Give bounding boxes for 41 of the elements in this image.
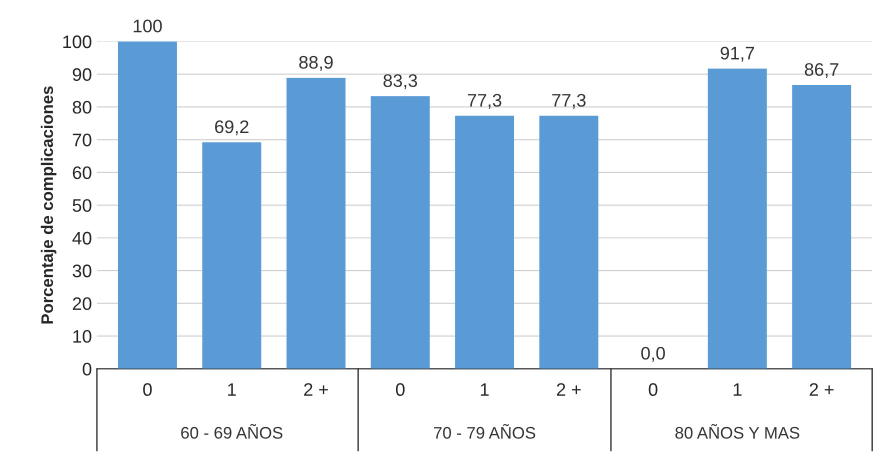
data-label: 69,2 (215, 120, 248, 136)
bar (708, 68, 767, 369)
x-tick-label: 1 (228, 383, 236, 396)
data-label: 91,7 (720, 46, 754, 62)
y-tick-label: 40 (72, 232, 92, 245)
data-label: 77,3 (468, 94, 502, 109)
x-tick-label: 2 + (810, 383, 834, 396)
bar (792, 85, 852, 369)
y-tick-label: 80 (72, 100, 92, 114)
text: 70 - 79 AÑOS (434, 424, 536, 439)
y-tick-label: 90 (72, 68, 92, 81)
x-tick-label: 0 (396, 383, 405, 396)
y-axis-title: Porcentaje de complicaciones (40, 86, 56, 324)
text: 60 - 69 AÑOS (181, 424, 282, 439)
data-label: 86,7 (804, 63, 838, 78)
x-tick-label: 2 + (556, 383, 581, 396)
data-label: 0,0 (641, 346, 665, 362)
x-tick-label: 1 (734, 383, 742, 396)
x-tick-label: 0 (143, 383, 152, 396)
y-tick-label: 20 (72, 297, 92, 310)
text: 80 AÑOS Y MAS (675, 424, 800, 439)
data-label: 77,3 (552, 94, 586, 109)
x-tick-label: 0 (648, 383, 658, 396)
data-label: 100 (134, 20, 162, 32)
data-label: 88,9 (299, 56, 333, 71)
y-tick-label: 0 (82, 362, 92, 376)
bar (118, 41, 177, 369)
bar (539, 116, 598, 369)
bar (455, 116, 514, 369)
x-tick-label: 2 + (304, 383, 328, 396)
bar (286, 78, 346, 369)
y-tick-label: 50 (72, 199, 92, 212)
bar (370, 96, 430, 369)
x-tick-label: 1 (480, 383, 489, 396)
y-tick-label: 70 (72, 134, 92, 146)
y-tick-label: 100 (63, 35, 92, 48)
bar (202, 142, 262, 369)
y-tick-label: 30 (72, 264, 92, 278)
y-tick-label: 10 (73, 330, 92, 343)
y-tick-label: 60 (72, 166, 92, 180)
data-label: 83,3 (383, 74, 418, 90)
